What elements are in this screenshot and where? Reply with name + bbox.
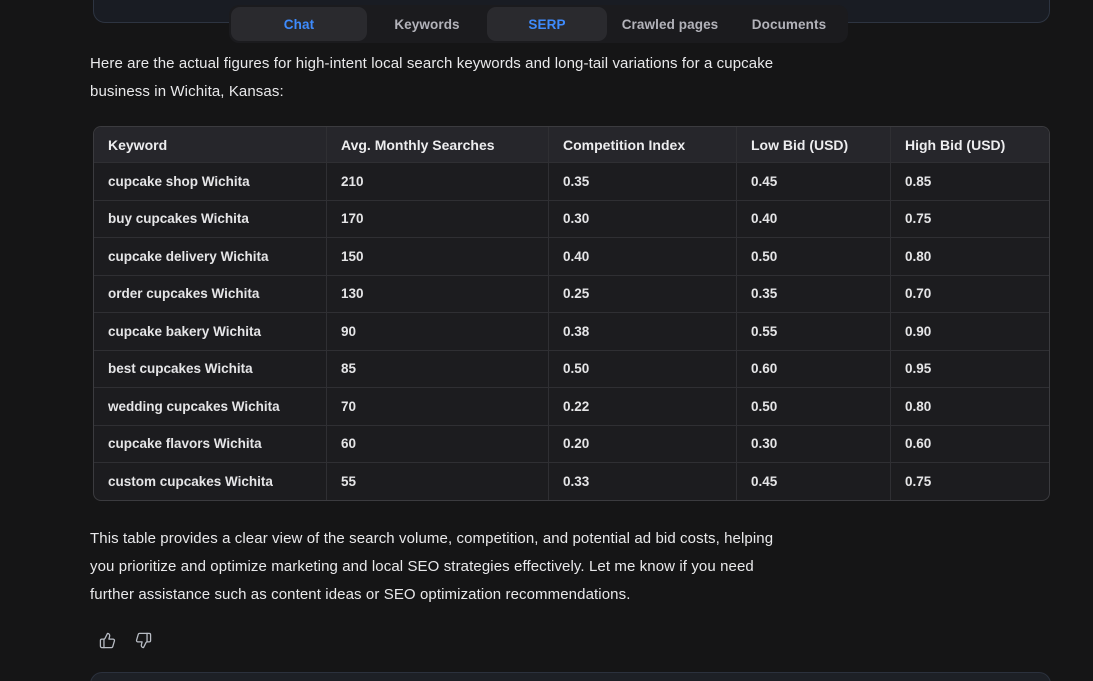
cell-searches: 55: [327, 462, 549, 500]
table-row: cupcake bakery Wichita 90 0.38 0.55 0.90: [94, 312, 1049, 350]
cell-keyword: best cupcakes Wichita: [94, 349, 327, 387]
tab-serp[interactable]: SERP: [487, 7, 607, 41]
cell-high-bid: 0.90: [891, 312, 1049, 350]
header-low-bid: Low Bid (USD): [737, 127, 891, 162]
cell-low-bid: 0.55: [737, 312, 891, 350]
cell-searches: 70: [327, 387, 549, 425]
cell-searches: 210: [327, 162, 549, 200]
header-keyword: Keyword: [94, 127, 327, 162]
table-row: wedding cupcakes Wichita 70 0.22 0.50 0.…: [94, 387, 1049, 425]
tab-documents[interactable]: Documents: [751, 16, 827, 32]
cell-keyword: order cupcakes Wichita: [94, 274, 327, 312]
cell-competition: 0.30: [549, 199, 737, 237]
tab-chat[interactable]: Chat: [231, 7, 367, 41]
cell-competition: 0.25: [549, 274, 737, 312]
cell-keyword: cupcake bakery Wichita: [94, 312, 327, 350]
cell-keyword: buy cupcakes Wichita: [94, 199, 327, 237]
cell-competition: 0.50: [549, 349, 737, 387]
cell-keyword: cupcake flavors Wichita: [94, 424, 327, 462]
cell-keyword: cupcake delivery Wichita: [94, 237, 327, 275]
cell-searches: 85: [327, 349, 549, 387]
tab-bar: Chat Keywords SERP Crawled pages Documen…: [229, 5, 848, 43]
table-row: cupcake delivery Wichita 150 0.40 0.50 0…: [94, 237, 1049, 275]
next-panel-edge: [90, 672, 1051, 681]
tab-keywords[interactable]: Keywords: [394, 16, 460, 32]
thumbs-down-icon[interactable]: [132, 629, 154, 651]
tab-crawled-pages[interactable]: Crawled pages: [621, 16, 719, 32]
cell-competition: 0.35: [549, 162, 737, 200]
cell-searches: 60: [327, 424, 549, 462]
cell-competition: 0.20: [549, 424, 737, 462]
cell-low-bid: 0.30: [737, 424, 891, 462]
message-outro-text: This table provides a clear view of the …: [90, 530, 774, 603]
cell-low-bid: 0.50: [737, 237, 891, 275]
cell-keyword: wedding cupcakes Wichita: [94, 387, 327, 425]
table-row: buy cupcakes Wichita 170 0.30 0.40 0.75: [94, 199, 1049, 238]
cell-searches: 130: [327, 274, 549, 312]
header-competition-index: Competition Index: [549, 127, 737, 162]
cell-searches: 90: [327, 312, 549, 350]
keyword-table: Keyword Avg. Monthly Searches Competitio…: [93, 126, 1050, 501]
thumbs-up-icon[interactable]: [96, 629, 118, 651]
feedback-buttons: [96, 629, 154, 651]
table-header-row: Keyword Avg. Monthly Searches Competitio…: [94, 127, 1049, 162]
cell-competition: 0.38: [549, 312, 737, 350]
cell-low-bid: 0.35: [737, 274, 891, 312]
cell-low-bid: 0.60: [737, 349, 891, 387]
cell-high-bid: 0.70: [891, 274, 1049, 313]
message-intro-text: Here are the actual figures for high-int…: [90, 55, 774, 100]
header-high-bid: High Bid (USD): [891, 127, 1049, 162]
table-row: cupcake shop Wichita 210 0.35 0.45 0.85: [94, 162, 1049, 200]
cell-low-bid: 0.50: [737, 387, 891, 425]
cell-low-bid: 0.45: [737, 462, 891, 500]
cell-searches: 150: [327, 237, 549, 275]
cell-competition: 0.40: [549, 237, 737, 275]
cell-competition: 0.33: [549, 462, 737, 500]
cell-keyword: custom cupcakes Wichita: [94, 462, 327, 500]
cell-searches: 170: [327, 199, 549, 237]
cell-high-bid: 0.95: [891, 349, 1049, 388]
cell-low-bid: 0.40: [737, 199, 891, 237]
cell-competition: 0.22: [549, 387, 737, 425]
cell-high-bid: 0.85: [891, 162, 1049, 200]
cell-high-bid: 0.80: [891, 237, 1049, 275]
cell-high-bid: 0.75: [891, 199, 1049, 238]
cell-keyword: cupcake shop Wichita: [94, 162, 327, 200]
table-row: cupcake flavors Wichita 60 0.20 0.30 0.6…: [94, 424, 1049, 463]
cell-high-bid: 0.80: [891, 387, 1049, 425]
header-avg-monthly-searches: Avg. Monthly Searches: [327, 127, 549, 162]
table-row: order cupcakes Wichita 130 0.25 0.35 0.7…: [94, 274, 1049, 313]
table-row: custom cupcakes Wichita 55 0.33 0.45 0.7…: [94, 462, 1049, 500]
cell-low-bid: 0.45: [737, 162, 891, 200]
table-row: best cupcakes Wichita 85 0.50 0.60 0.95: [94, 349, 1049, 388]
cell-high-bid: 0.75: [891, 462, 1049, 500]
cell-high-bid: 0.60: [891, 424, 1049, 463]
